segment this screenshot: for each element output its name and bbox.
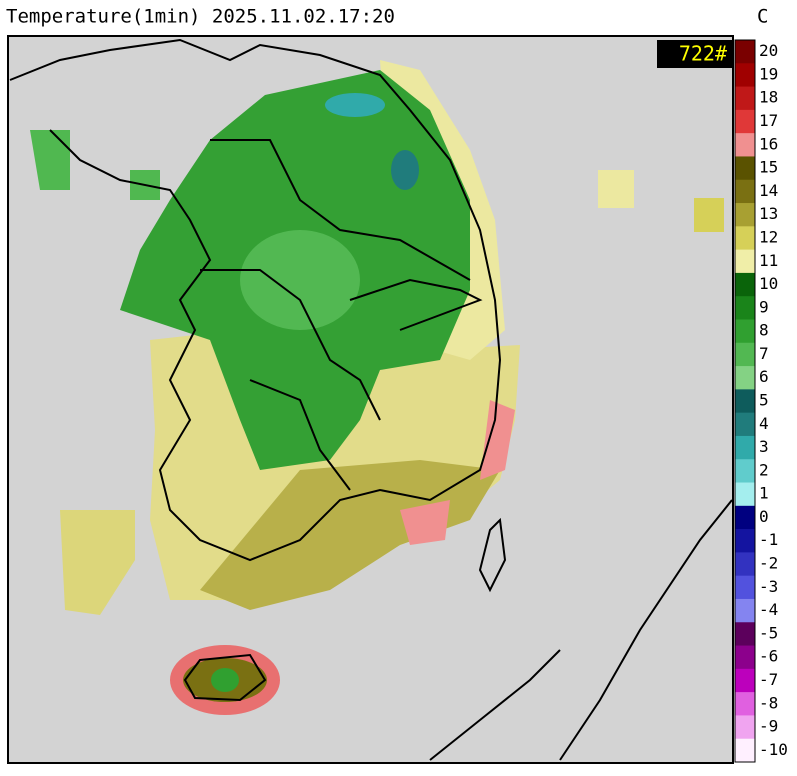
warm-spot	[480, 400, 515, 480]
colorbar-segment	[735, 319, 755, 344]
colorbar-label: 7	[759, 344, 769, 363]
colorbar-label: 9	[759, 297, 769, 316]
colorbar-label: 3	[759, 437, 769, 456]
colorbar-segment	[735, 459, 755, 484]
colorbar-segment	[735, 249, 755, 274]
colorbar-segment	[735, 668, 755, 693]
colorbar-segment	[735, 622, 755, 647]
green-patch	[30, 130, 70, 190]
colorbar-label: 20	[759, 41, 778, 60]
cold-spot	[325, 93, 385, 117]
unit: C	[757, 6, 768, 28]
colorbar-label: -3	[759, 577, 778, 596]
colorbar-segment	[735, 63, 755, 88]
colorbar-segment	[735, 435, 755, 460]
colorbar-label: 11	[759, 251, 778, 270]
colorbar-label: 13	[759, 204, 778, 223]
colorbar-label: 2	[759, 460, 769, 479]
colorbar-label: -8	[759, 693, 778, 712]
colorbar-segment	[735, 412, 755, 437]
colorbar-label: 1	[759, 484, 769, 503]
colorbar-segment	[735, 133, 755, 157]
colorbar-label: 6	[759, 367, 769, 386]
colorbar-label: -5	[759, 623, 778, 642]
coastlines	[9, 38, 733, 761]
colorbar-label: 10	[759, 274, 778, 293]
colorbar-label: -7	[759, 670, 778, 689]
colorbar-label: 4	[759, 414, 769, 433]
colorbar-label: 17	[759, 111, 778, 130]
colorbar-segment	[735, 226, 755, 251]
colorbar-label: -10	[759, 740, 788, 759]
colorbar-segment	[735, 156, 755, 181]
colorbar-segment	[735, 738, 755, 763]
south-coast-zone	[200, 460, 500, 610]
colorbar-label: -2	[759, 554, 778, 573]
colorbar-label: -9	[759, 717, 778, 736]
colorbar-segment	[735, 179, 755, 204]
colorbar-label: 5	[759, 391, 769, 410]
colorbar-segment	[735, 505, 755, 530]
colorbar-segment	[735, 366, 755, 390]
colorbar-segment	[735, 342, 755, 367]
colorbar-segment	[735, 389, 755, 414]
colorbar-segment	[735, 40, 755, 64]
colorbar-label: 15	[759, 158, 778, 177]
west-sea-zone	[60, 510, 135, 615]
colorbar-segment	[735, 296, 755, 320]
colorbar-segment	[735, 203, 755, 227]
colorbar-segment	[735, 715, 755, 740]
title: Temperature(1min) 2025.11.02.17:20	[6, 6, 395, 28]
colorbar-label: 16	[759, 134, 778, 153]
jeju-zone	[211, 668, 239, 692]
colorbar-label: -4	[759, 600, 778, 619]
colorbar-segment	[735, 598, 755, 623]
colorbar-label: 12	[759, 227, 778, 246]
colorbar-label: 14	[759, 181, 778, 200]
colorbar-label: 0	[759, 507, 769, 526]
colorbar-segment	[735, 272, 755, 297]
colorbar-segment	[735, 86, 755, 111]
cool-zone	[240, 230, 360, 330]
colorbar-label: 8	[759, 321, 769, 340]
colorbar-segment	[735, 692, 755, 716]
island-zone	[598, 170, 634, 208]
colorbar-segment	[735, 575, 755, 600]
colorbar-label: 19	[759, 64, 778, 83]
map: 722#	[7, 35, 734, 764]
colorbar-segment	[735, 529, 755, 553]
colorbar-frame	[734, 39, 756, 763]
colorbar-segment	[735, 109, 755, 134]
colorbar-segment	[735, 482, 755, 507]
badge: 722#	[679, 42, 727, 66]
badge-bg	[657, 40, 732, 68]
island-zone	[694, 198, 724, 232]
colorbar-label: -6	[759, 647, 778, 666]
colorbar-segment	[735, 645, 755, 670]
colorbar: 20191817161514131211109876543210-1-2-3-4…	[734, 39, 788, 763]
colorbar-label: -1	[759, 530, 778, 549]
colorbar-label: 18	[759, 88, 778, 107]
colorbar-segment	[735, 552, 755, 577]
warm-spot	[400, 500, 450, 545]
cold-spot	[391, 150, 419, 190]
